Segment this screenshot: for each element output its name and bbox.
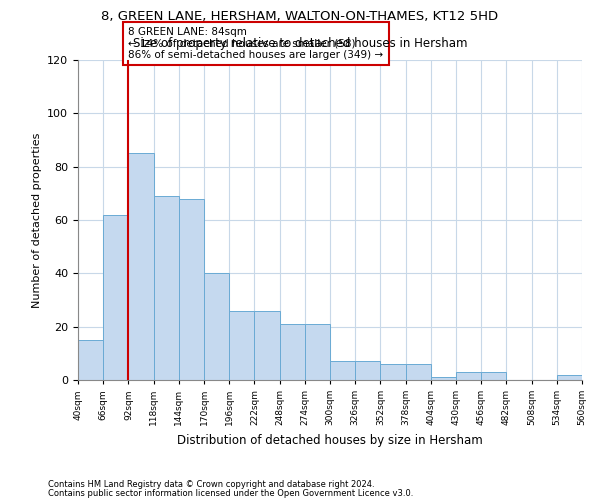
Bar <box>406 364 431 380</box>
Bar <box>204 274 229 380</box>
Bar <box>254 310 280 380</box>
Text: Size of property relative to detached houses in Hersham: Size of property relative to detached ho… <box>133 38 467 51</box>
Bar <box>330 362 355 380</box>
X-axis label: Distribution of detached houses by size in Hersham: Distribution of detached houses by size … <box>177 434 483 446</box>
Bar <box>355 362 380 380</box>
Bar <box>179 198 204 380</box>
Text: 8 GREEN LANE: 84sqm
← 14% of detached houses are smaller (58)
86% of semi-detach: 8 GREEN LANE: 84sqm ← 14% of detached ho… <box>128 27 383 60</box>
Text: Contains public sector information licensed under the Open Government Licence v3: Contains public sector information licen… <box>48 488 413 498</box>
Bar <box>280 324 305 380</box>
Bar <box>128 154 154 380</box>
Bar <box>481 372 506 380</box>
Bar <box>380 364 406 380</box>
Bar <box>229 310 254 380</box>
Y-axis label: Number of detached properties: Number of detached properties <box>32 132 41 308</box>
Text: 8, GREEN LANE, HERSHAM, WALTON-ON-THAMES, KT12 5HD: 8, GREEN LANE, HERSHAM, WALTON-ON-THAMES… <box>101 10 499 23</box>
Bar <box>103 214 128 380</box>
Bar <box>456 372 481 380</box>
Text: Contains HM Land Registry data © Crown copyright and database right 2024.: Contains HM Land Registry data © Crown c… <box>48 480 374 489</box>
Bar <box>557 374 582 380</box>
Bar <box>78 340 103 380</box>
Bar <box>154 196 179 380</box>
Bar <box>305 324 330 380</box>
Bar <box>431 378 456 380</box>
